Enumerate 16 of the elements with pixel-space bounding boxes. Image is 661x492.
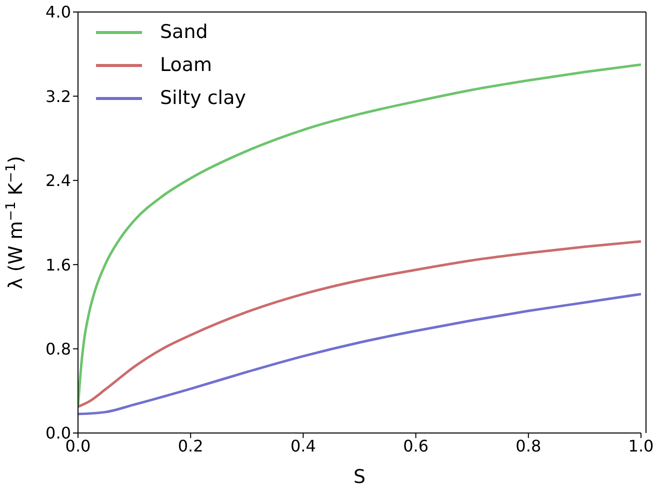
x-axis-title: S [353,466,366,488]
line-series [78,292,641,416]
x-tick-label: 0.4 [290,436,316,456]
y-tick-label: 3.2 [46,86,71,106]
y-tick-label: 0.8 [46,339,71,358]
x-tick-label: 1.0 [628,436,654,456]
legend-label: Silty clay [160,86,246,111]
line-series [78,240,641,408]
x-tick-label: 0.2 [178,436,204,456]
x-tick-label: 0.8 [516,436,542,456]
y-tick-label: 4.0 [46,2,71,22]
y-tick-label: 2.4 [46,171,71,190]
legend-label: Sand [160,20,208,45]
x-tick-label: 0.6 [403,436,429,456]
y-tick-label: 1.6 [46,255,71,274]
legend-label: Loam [160,53,212,78]
